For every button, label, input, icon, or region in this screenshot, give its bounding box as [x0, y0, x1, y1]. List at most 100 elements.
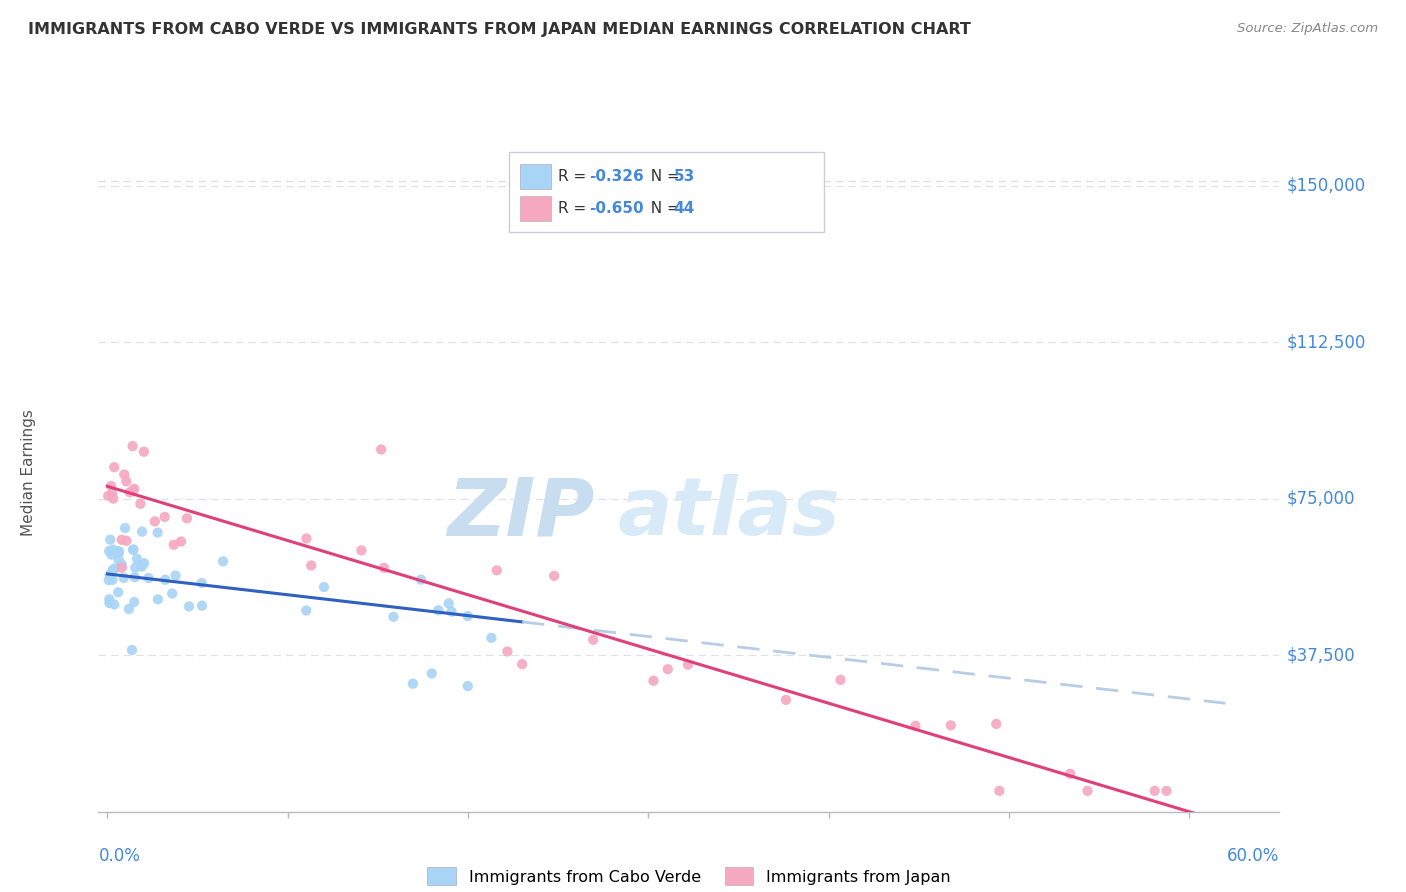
Point: [112, 571, 135, 585]
Point: [160, 586, 183, 600]
Point: [165, 568, 187, 582]
Point: [382, 609, 405, 624]
Point: [190, 576, 212, 591]
Point: [437, 596, 460, 610]
Text: -0.326: -0.326: [589, 169, 644, 185]
Text: atlas: atlas: [619, 475, 841, 552]
Point: [163, 538, 186, 552]
Text: $75,000: $75,000: [1286, 490, 1355, 508]
Point: [124, 570, 146, 584]
Point: [118, 602, 141, 616]
Point: [146, 525, 169, 540]
Point: [100, 479, 122, 493]
Point: [132, 444, 155, 458]
Text: R =: R =: [558, 169, 592, 185]
Point: [115, 475, 138, 489]
Point: [440, 605, 463, 619]
Point: [132, 556, 155, 570]
Point: [485, 563, 508, 577]
Point: [122, 542, 145, 557]
Point: [129, 497, 152, 511]
Point: [107, 585, 129, 599]
Point: [122, 483, 145, 497]
Text: N =: N =: [641, 202, 685, 216]
Point: [295, 532, 318, 546]
Point: [104, 561, 127, 575]
Point: [350, 543, 373, 558]
Point: [101, 542, 124, 557]
Point: [100, 548, 122, 562]
Point: [98, 533, 121, 547]
Point: [98, 567, 121, 582]
Point: [177, 599, 200, 614]
Point: [101, 563, 124, 577]
Point: [112, 467, 135, 482]
Point: [582, 632, 605, 647]
Point: [988, 784, 1011, 798]
Point: [370, 442, 392, 457]
Point: [479, 631, 502, 645]
Point: [1059, 766, 1081, 780]
Point: [1156, 784, 1178, 798]
Text: IMMIGRANTS FROM CABO VERDE VS IMMIGRANTS FROM JAPAN MEDIAN EARNINGS CORRELATION : IMMIGRANTS FROM CABO VERDE VS IMMIGRANTS…: [28, 22, 972, 37]
Point: [312, 580, 335, 594]
Text: 53: 53: [673, 169, 695, 185]
Point: [543, 569, 565, 583]
Point: [402, 677, 425, 691]
Point: [939, 718, 962, 732]
Point: [121, 643, 143, 657]
Text: Median Earnings: Median Earnings: [21, 409, 35, 536]
Point: [373, 561, 395, 575]
Point: [295, 603, 318, 617]
Point: [676, 657, 699, 672]
Point: [146, 592, 169, 607]
Point: [131, 524, 153, 539]
Point: [101, 486, 124, 500]
Point: [124, 561, 146, 575]
Point: [657, 662, 679, 676]
Point: [118, 485, 141, 500]
Point: [122, 542, 145, 557]
Point: [115, 533, 138, 548]
Text: -0.650: -0.650: [589, 202, 644, 216]
Point: [427, 603, 450, 617]
Point: [457, 679, 479, 693]
Point: [138, 571, 160, 585]
Point: [510, 657, 533, 672]
Point: [103, 598, 125, 612]
Text: $37,500: $37,500: [1286, 647, 1355, 665]
Text: $150,000: $150,000: [1286, 177, 1365, 195]
Point: [121, 439, 143, 453]
Point: [124, 482, 146, 496]
Point: [97, 573, 120, 587]
Point: [129, 558, 152, 572]
Text: R =: R =: [558, 202, 592, 216]
Point: [155, 573, 177, 587]
Point: [176, 511, 198, 525]
Text: $112,500: $112,500: [1286, 334, 1365, 351]
Point: [904, 719, 927, 733]
Point: [114, 521, 136, 535]
Text: 60.0%: 60.0%: [1227, 847, 1279, 865]
Point: [643, 673, 665, 688]
Point: [170, 534, 193, 549]
Point: [457, 609, 479, 624]
Point: [97, 489, 120, 503]
Point: [496, 644, 519, 658]
Point: [103, 460, 125, 475]
Point: [1076, 784, 1098, 798]
Point: [98, 592, 121, 607]
Point: [131, 559, 153, 574]
Point: [212, 554, 235, 568]
Point: [775, 693, 797, 707]
Point: [1143, 784, 1166, 798]
Point: [143, 514, 166, 528]
Point: [986, 717, 1008, 731]
Point: [98, 596, 121, 610]
Text: 0.0%: 0.0%: [98, 847, 141, 865]
Point: [299, 558, 322, 573]
Text: ZIP: ZIP: [447, 475, 595, 552]
Legend: Immigrants from Cabo Verde, Immigrants from Japan: Immigrants from Cabo Verde, Immigrants f…: [420, 861, 957, 892]
Point: [830, 673, 852, 687]
Point: [111, 560, 134, 574]
